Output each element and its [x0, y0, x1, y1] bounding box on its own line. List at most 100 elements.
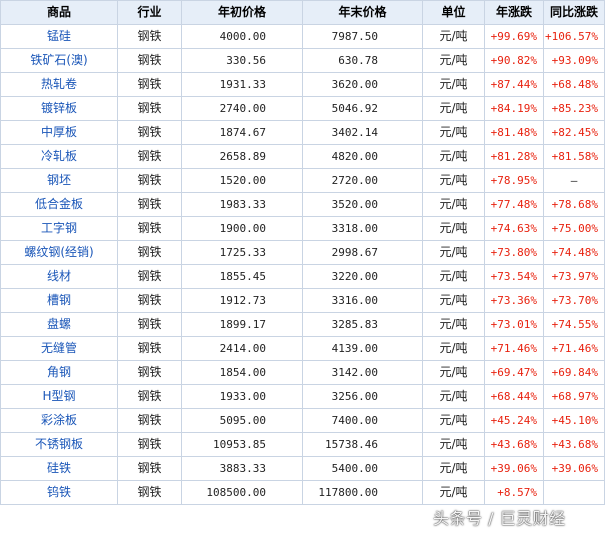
yoy-change-cell: +75.00% — [543, 216, 605, 241]
unit-cell: 元/吨 — [422, 216, 485, 241]
unit-cell: 元/吨 — [422, 312, 485, 337]
column-header-industry: 行业 — [117, 0, 182, 25]
annual-change-cell: +73.01% — [484, 312, 544, 337]
commodity-name-link[interactable]: 线材 — [0, 264, 118, 289]
commodity-name-link[interactable]: 钨铁 — [0, 480, 118, 505]
yoy-change-cell: +69.84% — [543, 360, 605, 385]
commodity-name-link[interactable]: 槽钢 — [0, 288, 118, 313]
start-price-cell: 5095.00 — [181, 408, 303, 433]
unit-cell: 元/吨 — [422, 264, 485, 289]
commodity-name-link[interactable]: 热轧卷 — [0, 72, 118, 97]
commodity-name-link[interactable]: 盘螺 — [0, 312, 118, 337]
unit-cell: 元/吨 — [422, 72, 485, 97]
annual-change-cell: +84.19% — [484, 96, 544, 121]
commodity-name-link[interactable]: 硅铁 — [0, 456, 118, 481]
end-price-cell: 7987.50 — [302, 24, 423, 49]
industry-cell: 钢铁 — [117, 48, 182, 73]
annual-change-cell: +68.44% — [484, 384, 544, 409]
commodity-name-link[interactable]: 螺纹钢(经销) — [0, 240, 118, 265]
yoy-change-cell: +73.97% — [543, 264, 605, 289]
table-row: 螺纹钢(经销) 钢铁 1725.33 2998.67 元/吨 +73.80% +74.48% — [0, 240, 605, 265]
unit-cell: 元/吨 — [422, 360, 485, 385]
end-price-cell: 5400.00 — [302, 456, 423, 481]
industry-cell: 钢铁 — [117, 72, 182, 97]
annual-change-cell: +69.47% — [484, 360, 544, 385]
end-price-cell: 4820.00 — [302, 144, 423, 169]
end-price-cell: 4139.00 — [302, 336, 423, 361]
table-row: H型钢 钢铁 1933.00 3256.00 元/吨 +68.44% +68.97% — [0, 384, 605, 409]
yoy-change-cell: +81.58% — [543, 144, 605, 169]
industry-cell: 钢铁 — [117, 312, 182, 337]
annual-change-cell: +78.95% — [484, 168, 544, 193]
commodity-name-link[interactable]: 冷轧板 — [0, 144, 118, 169]
unit-cell: 元/吨 — [422, 336, 485, 361]
end-price-cell: 3142.00 — [302, 360, 423, 385]
commodity-name-link[interactable]: 不锈钢板 — [0, 432, 118, 457]
table-row: 钨铁 钢铁 108500.00 117800.00 元/吨 +8.57% — [0, 480, 605, 505]
commodity-name-link[interactable]: 无缝管 — [0, 336, 118, 361]
unit-cell: 元/吨 — [422, 168, 485, 193]
industry-cell: 钢铁 — [117, 24, 182, 49]
commodity-name-link[interactable]: 镀锌板 — [0, 96, 118, 121]
commodity-name-link[interactable]: 工字钢 — [0, 216, 118, 241]
annual-change-cell: +39.06% — [484, 456, 544, 481]
yoy-change-cell: — — [543, 168, 605, 193]
commodity-name-link[interactable]: 锰硅 — [0, 24, 118, 49]
yoy-change-cell: +45.10% — [543, 408, 605, 433]
commodity-name-link[interactable]: 钢坯 — [0, 168, 118, 193]
table-row: 彩涂板 钢铁 5095.00 7400.00 元/吨 +45.24% +45.10% — [0, 408, 605, 433]
end-price-cell: 5046.92 — [302, 96, 423, 121]
column-header-unit: 单位 — [422, 0, 485, 25]
start-price-cell: 1931.33 — [181, 72, 303, 97]
industry-cell: 钢铁 — [117, 288, 182, 313]
yoy-change-cell: +68.48% — [543, 72, 605, 97]
industry-cell: 钢铁 — [117, 384, 182, 409]
table-row: 钢坯 钢铁 1520.00 2720.00 元/吨 +78.95% — — [0, 168, 605, 193]
yoy-change-cell: +39.06% — [543, 456, 605, 481]
end-price-cell: 3220.00 — [302, 264, 423, 289]
industry-cell: 钢铁 — [117, 192, 182, 217]
yoy-change-cell: +71.46% — [543, 336, 605, 361]
table-row: 锰硅 钢铁 4000.00 7987.50 元/吨 +99.69% +106.57% — [0, 24, 605, 49]
start-price-cell: 1983.33 — [181, 192, 303, 217]
commodity-name-link[interactable]: 铁矿石(澳) — [0, 48, 118, 73]
column-header-end-price: 年末价格 — [302, 0, 423, 25]
unit-cell: 元/吨 — [422, 240, 485, 265]
commodity-price-table-wrapper: 商品 行业 年初价格 年末价格 单位 年涨跌 同比涨跌 锰硅 钢铁 4000.00 7… — [0, 0, 605, 505]
commodity-price-table: 商品 行业 年初价格 年末价格 单位 年涨跌 同比涨跌 锰硅 钢铁 4000.00 7… — [0, 0, 605, 505]
industry-cell: 钢铁 — [117, 360, 182, 385]
industry-cell: 钢铁 — [117, 168, 182, 193]
industry-cell: 钢铁 — [117, 264, 182, 289]
commodity-name-link[interactable]: 彩涂板 — [0, 408, 118, 433]
commodity-name-link[interactable]: 低合金板 — [0, 192, 118, 217]
annual-change-cell: +71.46% — [484, 336, 544, 361]
start-price-cell: 3883.33 — [181, 456, 303, 481]
table-row: 线材 钢铁 1855.45 3220.00 元/吨 +73.54% +73.97% — [0, 264, 605, 289]
annual-change-cell: +87.44% — [484, 72, 544, 97]
unit-cell: 元/吨 — [422, 96, 485, 121]
start-price-cell: 1725.33 — [181, 240, 303, 265]
table-row: 角钢 钢铁 1854.00 3142.00 元/吨 +69.47% +69.84% — [0, 360, 605, 385]
start-price-cell: 1899.17 — [181, 312, 303, 337]
industry-cell: 钢铁 — [117, 144, 182, 169]
annual-change-cell: +73.54% — [484, 264, 544, 289]
annual-change-cell: +73.80% — [484, 240, 544, 265]
commodity-name-link[interactable]: 角钢 — [0, 360, 118, 385]
industry-cell: 钢铁 — [117, 120, 182, 145]
industry-cell: 钢铁 — [117, 96, 182, 121]
industry-cell: 钢铁 — [117, 240, 182, 265]
commodity-name-link[interactable]: 中厚板 — [0, 120, 118, 145]
unit-cell: 元/吨 — [422, 24, 485, 49]
yoy-change-cell: +74.55% — [543, 312, 605, 337]
unit-cell: 元/吨 — [422, 48, 485, 73]
annual-change-cell: +45.24% — [484, 408, 544, 433]
industry-cell: 钢铁 — [117, 336, 182, 361]
yoy-change-cell: +68.97% — [543, 384, 605, 409]
commodity-name-link[interactable]: H型钢 — [0, 384, 118, 409]
unit-cell: 元/吨 — [422, 432, 485, 457]
start-price-cell: 1520.00 — [181, 168, 303, 193]
table-row: 硅铁 钢铁 3883.33 5400.00 元/吨 +39.06% +39.06% — [0, 456, 605, 481]
unit-cell: 元/吨 — [422, 144, 485, 169]
industry-cell: 钢铁 — [117, 408, 182, 433]
yoy-change-cell: +73.70% — [543, 288, 605, 313]
